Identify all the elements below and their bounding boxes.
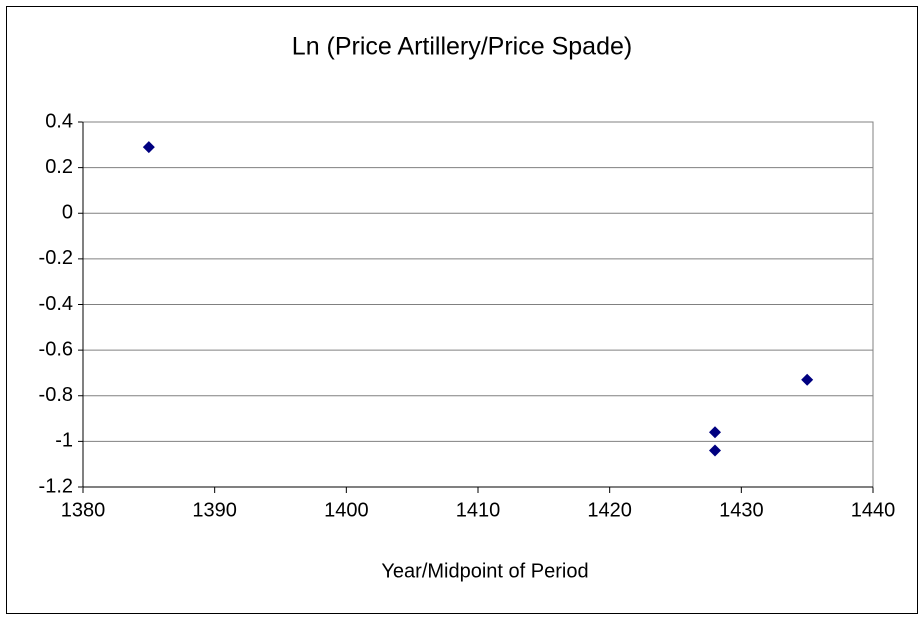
- y-tick-label: 0.2: [45, 156, 73, 178]
- point: [709, 444, 721, 457]
- y-tick-label: -0.6: [39, 338, 73, 360]
- y-tick-label: -0.8: [39, 384, 73, 406]
- x-tick-label: 1420: [587, 499, 632, 521]
- x-tick-label: 1400: [324, 499, 369, 521]
- point: [709, 426, 721, 439]
- point: [142, 141, 155, 154]
- x-tick-label: 1440: [851, 499, 896, 521]
- y-tick-label: 0.4: [45, 110, 73, 132]
- x-axis-label: Year/Midpoint of Period: [381, 560, 588, 582]
- y-tick-label: -1: [55, 430, 73, 452]
- y-tick-label: -0.4: [39, 293, 73, 315]
- x-tick-label: 1380: [61, 499, 106, 521]
- chart-title: Ln (Price Artillery/Price Spade): [292, 33, 632, 61]
- x-tick-label: 1390: [192, 499, 237, 521]
- point: [801, 373, 814, 386]
- x-tick-label: 1430: [719, 499, 764, 521]
- y-tick-label: -0.2: [39, 247, 73, 269]
- x-tick-label: 1410: [456, 499, 501, 521]
- y-tick-label: -1.2: [39, 475, 73, 497]
- y-tick-label: 0: [62, 202, 73, 224]
